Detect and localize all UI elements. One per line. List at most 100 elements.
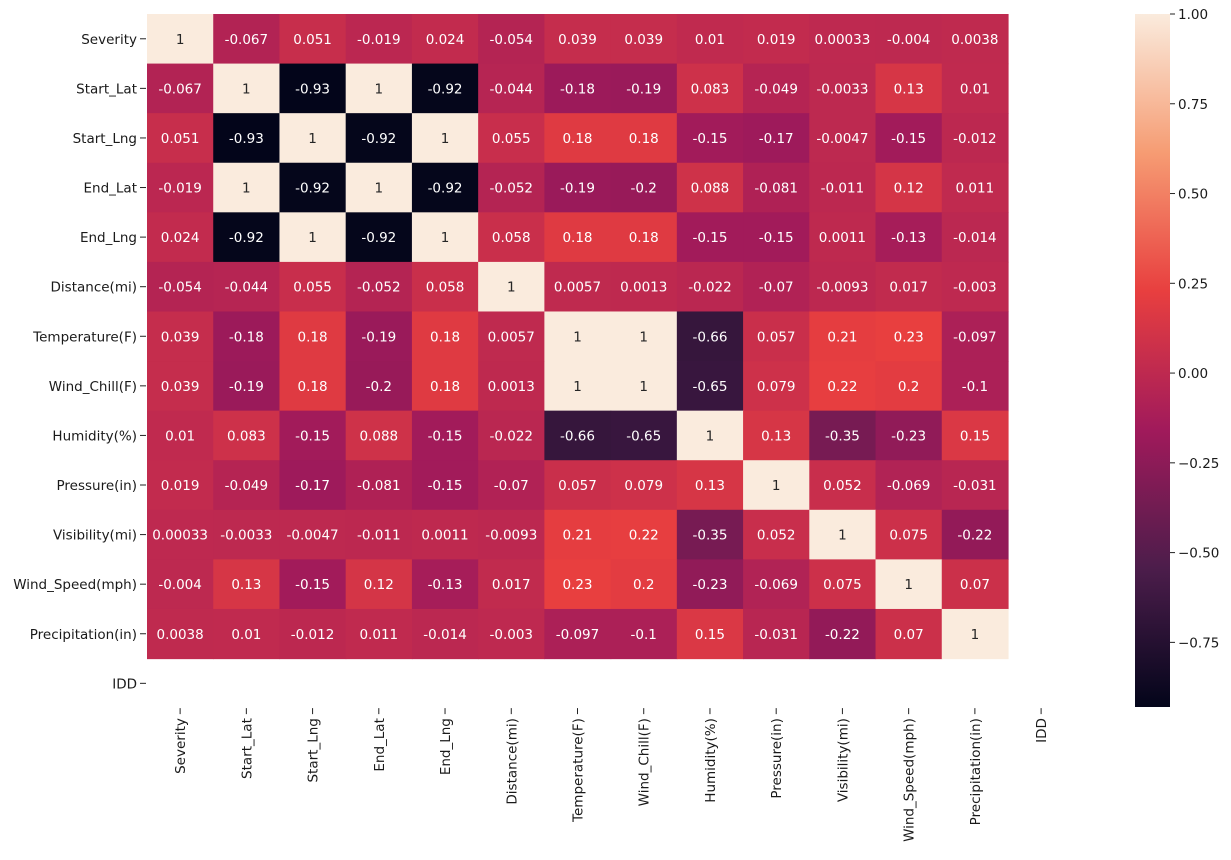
cell-value-label: -0.18 — [560, 81, 595, 97]
heatmap-cell — [875, 162, 943, 213]
cell-value-label: -0.35 — [692, 528, 727, 544]
x-tick-label: Wind_Speed(mph) — [902, 718, 918, 842]
heatmap-cell — [279, 113, 347, 164]
cell-value-label: 1 — [639, 379, 648, 395]
heatmap-cell — [809, 509, 877, 560]
heatmap-cell — [676, 361, 744, 412]
cell-value-label: 0.18 — [562, 131, 592, 147]
cell-value-label: 0.21 — [827, 329, 857, 345]
heatmap-cell — [743, 559, 810, 610]
heatmap-cell — [941, 14, 1009, 65]
heatmap-cell — [875, 361, 943, 412]
heatmap-cell — [411, 608, 479, 660]
cell-value-label: 1 — [772, 478, 781, 494]
heatmap-cell — [478, 311, 545, 362]
heatmap-cell — [411, 361, 479, 412]
heatmap-cell — [610, 410, 678, 461]
cell-value-label: -0.044 — [489, 81, 533, 97]
heatmap-cell — [941, 113, 1009, 164]
heatmap-cell — [345, 311, 413, 362]
colorbar-tick-label: 0.75 — [1178, 97, 1208, 113]
cell-value-label: 0.088 — [359, 428, 398, 444]
cell-value-label: -0.003 — [489, 627, 533, 643]
heatmap-cell — [345, 608, 413, 660]
heatmap-cell — [743, 261, 810, 313]
cell-value-label: 0.18 — [430, 379, 460, 395]
heatmap-cell — [213, 113, 281, 164]
cell-value-label: 1 — [441, 230, 450, 246]
cell-value-label: -0.069 — [754, 577, 798, 593]
cell-value-label: -0.011 — [357, 528, 401, 544]
heatmap-cell — [544, 14, 612, 65]
heatmap-cell — [213, 14, 281, 65]
cell-value-label: 0.051 — [293, 32, 332, 48]
cell-value-label: -0.022 — [688, 280, 732, 296]
heatmap-cell — [345, 113, 413, 164]
heatmap-cell — [544, 311, 612, 362]
heatmap-cell — [941, 608, 1009, 660]
cell-value-label: 0.019 — [757, 32, 796, 48]
heatmap-cell — [213, 559, 281, 610]
cell-value-label: -0.15 — [295, 428, 330, 444]
heatmap-cell — [743, 162, 810, 213]
cell-value-label: -0.004 — [887, 32, 931, 48]
heatmap-cell — [676, 212, 744, 263]
heatmap-cell — [544, 63, 612, 114]
cell-value-label: 0.12 — [364, 577, 394, 593]
heatmap-cell — [213, 311, 281, 362]
heatmap-cell — [809, 261, 877, 313]
cell-value-label: -0.07 — [494, 478, 529, 494]
cell-value-label: 0.23 — [562, 577, 592, 593]
y-tick-label: Start_Lng — [73, 131, 137, 147]
cell-value-label: -0.052 — [489, 181, 533, 197]
heatmap-cell — [147, 608, 214, 660]
cell-value-label: 0.01 — [960, 81, 990, 97]
cell-value-label: 0.22 — [827, 379, 857, 395]
heatmap-cell — [610, 460, 678, 511]
cell-value-label: 0.0057 — [554, 280, 601, 296]
heatmap-cell — [279, 311, 347, 362]
cell-value-label: 0.13 — [761, 428, 791, 444]
y-tick-label: Severity — [81, 32, 137, 48]
cell-value-label: -0.081 — [357, 478, 401, 494]
heatmap-cell — [875, 608, 943, 660]
heatmap-cell — [743, 410, 810, 461]
cell-value-label: -0.054 — [489, 32, 533, 48]
x-tick-label: End_Lat — [372, 718, 388, 772]
heatmap-cell — [345, 460, 413, 511]
cell-value-label: -0.0047 — [816, 131, 868, 147]
cell-value-label: 0.23 — [894, 329, 924, 345]
cell-value-label: 1 — [308, 230, 317, 246]
heatmap-cell — [743, 311, 810, 362]
cell-value-label: -0.097 — [556, 627, 600, 643]
heatmap-cell — [676, 162, 744, 213]
cell-value-label: -0.054 — [158, 280, 202, 296]
heatmap-cell — [610, 361, 678, 412]
cell-value-label: 1 — [573, 379, 582, 395]
x-tick-label: Precipitation(in) — [968, 718, 984, 825]
cell-value-label: 1 — [838, 528, 847, 544]
cell-value-label: -0.18 — [229, 329, 264, 345]
cell-value-label: -0.031 — [754, 627, 798, 643]
cell-value-label: 0.18 — [298, 379, 328, 395]
cell-value-label: -0.15 — [295, 577, 330, 593]
heatmap-cell — [875, 14, 943, 65]
cell-value-label: -0.22 — [825, 627, 860, 643]
cell-value-label: 0.21 — [562, 528, 592, 544]
heatmap-cell — [213, 212, 281, 263]
cell-value-label: 0.039 — [161, 329, 200, 345]
cell-value-label: -0.17 — [295, 478, 330, 494]
cell-value-label: 1 — [971, 627, 980, 643]
heatmap-cell — [345, 212, 413, 263]
heatmap-cell — [875, 410, 943, 461]
x-axis-labels: Severity Start_Lat Start_Lng End_Lat End_Lng… — [173, 708, 1050, 842]
heatmap-cell — [478, 509, 545, 560]
heatmap-cell — [279, 212, 347, 263]
cell-value-label: -0.014 — [953, 230, 997, 246]
cell-value-label: 1 — [375, 81, 384, 97]
cell-value-label: 0.019 — [161, 478, 200, 494]
heatmap-cell — [941, 410, 1009, 461]
y-tick-label: Visibility(mi) — [53, 528, 137, 544]
x-tick-label: Pressure(in) — [769, 718, 785, 799]
